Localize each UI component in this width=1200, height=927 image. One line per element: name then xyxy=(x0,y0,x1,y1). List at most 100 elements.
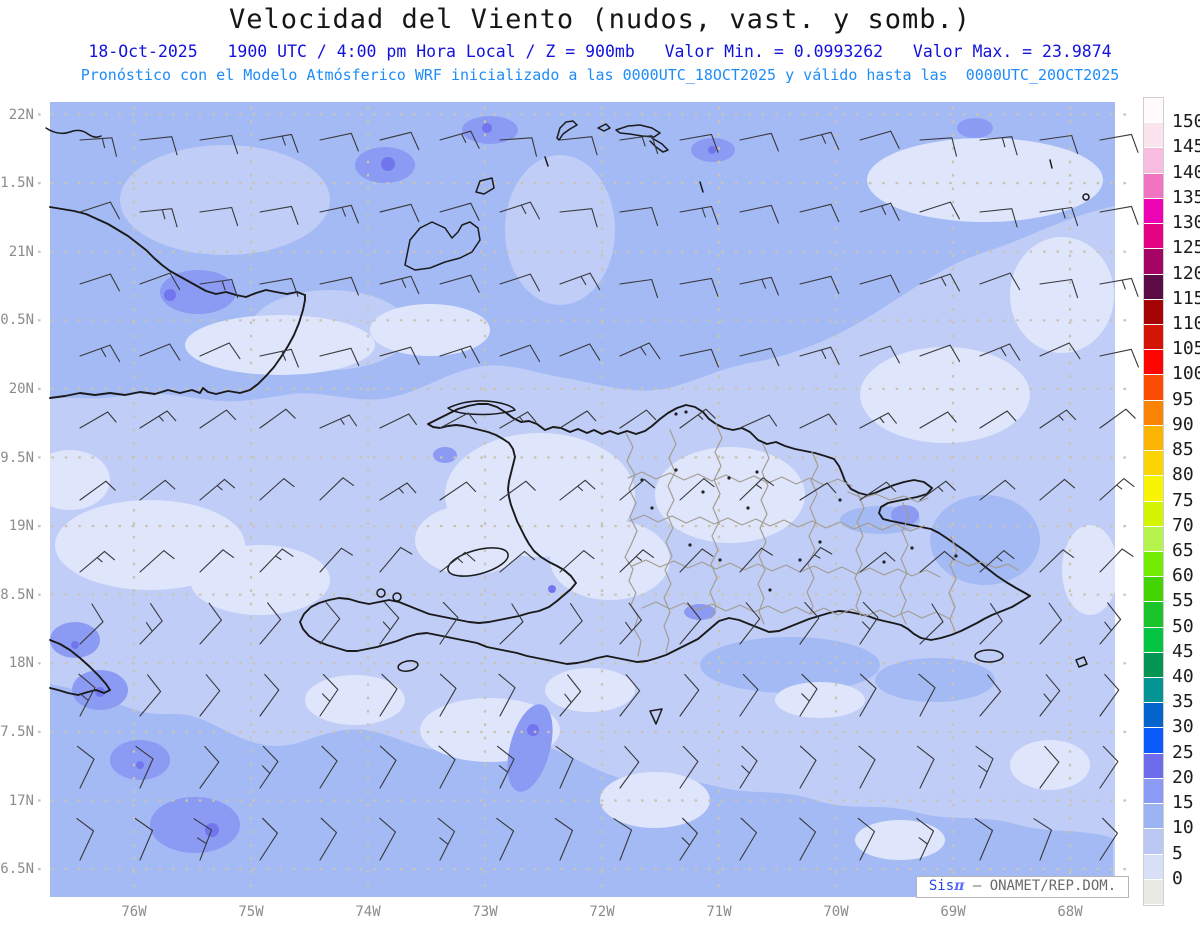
colorbar-segment-20-25 xyxy=(1144,753,1163,778)
colorbar-segment-45-50 xyxy=(1144,627,1163,652)
coastline-gonave xyxy=(447,547,509,577)
contour-fill xyxy=(1010,237,1114,353)
wind-barb xyxy=(199,342,241,360)
wind-barb xyxy=(79,344,121,363)
coastline-cayemites xyxy=(376,588,386,598)
contour-fill xyxy=(110,740,170,780)
wind-barb xyxy=(919,550,956,573)
wind-barb xyxy=(259,133,299,153)
contour-fill xyxy=(867,138,1103,222)
contour-fill xyxy=(305,675,405,725)
wind-barb xyxy=(259,277,299,297)
wind-barb xyxy=(559,410,597,429)
wind-barb xyxy=(555,745,574,789)
wind-barb xyxy=(979,479,1016,501)
wind-barb xyxy=(619,602,642,645)
colorbar-tick: 40 xyxy=(1172,666,1194,688)
wind-barb xyxy=(859,481,897,501)
wind-barb xyxy=(499,273,540,292)
wind-barb xyxy=(439,274,480,293)
colorbar-segment-40-45 xyxy=(1144,652,1163,678)
wind-barb xyxy=(139,550,175,573)
contour-fill xyxy=(160,270,236,314)
lat-tick-label: 21N xyxy=(8,243,34,260)
wind-barb xyxy=(739,347,780,367)
wind-barb xyxy=(259,673,280,717)
wind-barb xyxy=(559,603,583,645)
contour-fill xyxy=(930,495,1040,585)
wind-barb xyxy=(1039,134,1079,155)
wind-barb xyxy=(259,602,282,645)
colorbar-tick: 55 xyxy=(1172,590,1194,612)
colorbar-tick: 20 xyxy=(1172,766,1194,788)
wind-barb xyxy=(739,414,778,429)
wind-barb xyxy=(319,132,359,152)
province-borders xyxy=(624,423,1019,657)
wind-barb xyxy=(859,412,897,429)
wind-barb xyxy=(319,347,360,367)
watermark-onamet: – ONAMET/REP.DOM. xyxy=(964,878,1117,894)
wind-barb xyxy=(1099,408,1136,429)
wind-barb xyxy=(559,208,598,228)
wind-barb xyxy=(979,208,1018,228)
colorbar-tick: 130 xyxy=(1172,212,1200,234)
wind-barb xyxy=(79,273,120,292)
lon-tick-label: 69W xyxy=(940,904,966,920)
colorbar-segment-125-130 xyxy=(1144,224,1163,249)
coastline-cay xyxy=(699,181,704,193)
wind-barb xyxy=(439,202,480,221)
wind-barb xyxy=(379,817,397,861)
colorbar-tick: 5 xyxy=(1172,842,1183,864)
wind-barb xyxy=(199,549,235,573)
wind-barb xyxy=(799,346,840,365)
lon-tick-label: 76W xyxy=(121,904,147,920)
wind-barb xyxy=(559,550,595,573)
coastline-cay xyxy=(544,156,549,167)
colorbar-tick: 110 xyxy=(1172,312,1200,334)
watermark-pi-logo: π xyxy=(954,878,965,894)
colorbar-tick: 85 xyxy=(1172,439,1194,461)
wind-barb xyxy=(199,745,220,789)
contour-fill xyxy=(957,118,993,138)
contour-fill xyxy=(505,155,615,305)
coastline-cay xyxy=(1049,159,1053,169)
colorbar-segment-110-115 xyxy=(1144,299,1163,324)
wind-barb xyxy=(379,601,400,645)
wind-barb xyxy=(739,547,773,573)
coastline-jamaica xyxy=(49,639,111,696)
wind-barb xyxy=(919,411,957,429)
wind-barb xyxy=(799,546,833,573)
contour-fill xyxy=(50,684,1113,897)
wind-barb xyxy=(919,273,960,292)
coastline-beata xyxy=(649,708,663,725)
wind-barb xyxy=(199,206,239,227)
wind-barb xyxy=(78,673,96,717)
wind-barb xyxy=(439,481,477,501)
colorbar-segment-80-85 xyxy=(1144,451,1163,476)
colorbar-tick: 70 xyxy=(1172,514,1194,536)
province-line xyxy=(627,471,853,487)
wind-barb xyxy=(319,477,355,501)
wind-barb xyxy=(979,272,1021,291)
colorbar-tick: 100 xyxy=(1172,363,1200,385)
wind-barb xyxy=(739,204,779,224)
wind-barb xyxy=(199,278,239,299)
colorbar-tick: 30 xyxy=(1172,716,1194,738)
wind-barb xyxy=(319,817,338,861)
wind-barb xyxy=(1039,602,1062,645)
coastlines xyxy=(45,120,1090,725)
coastline-cay xyxy=(1082,193,1090,201)
wind-barb xyxy=(975,745,994,789)
province-line xyxy=(629,514,925,532)
lon-tick-label: 72W xyxy=(589,904,615,920)
wind-barb xyxy=(1099,205,1139,225)
wind-barb xyxy=(619,478,656,501)
wind-barb xyxy=(679,478,715,501)
wind-barb xyxy=(199,409,237,429)
coastline-little-inagua xyxy=(475,177,495,195)
lon-tick-label: 71W xyxy=(706,904,732,920)
wind-barb xyxy=(259,205,299,225)
wind-barb xyxy=(559,674,582,717)
wind-barb xyxy=(438,745,456,789)
colorbar-segment-95-100 xyxy=(1144,375,1163,400)
